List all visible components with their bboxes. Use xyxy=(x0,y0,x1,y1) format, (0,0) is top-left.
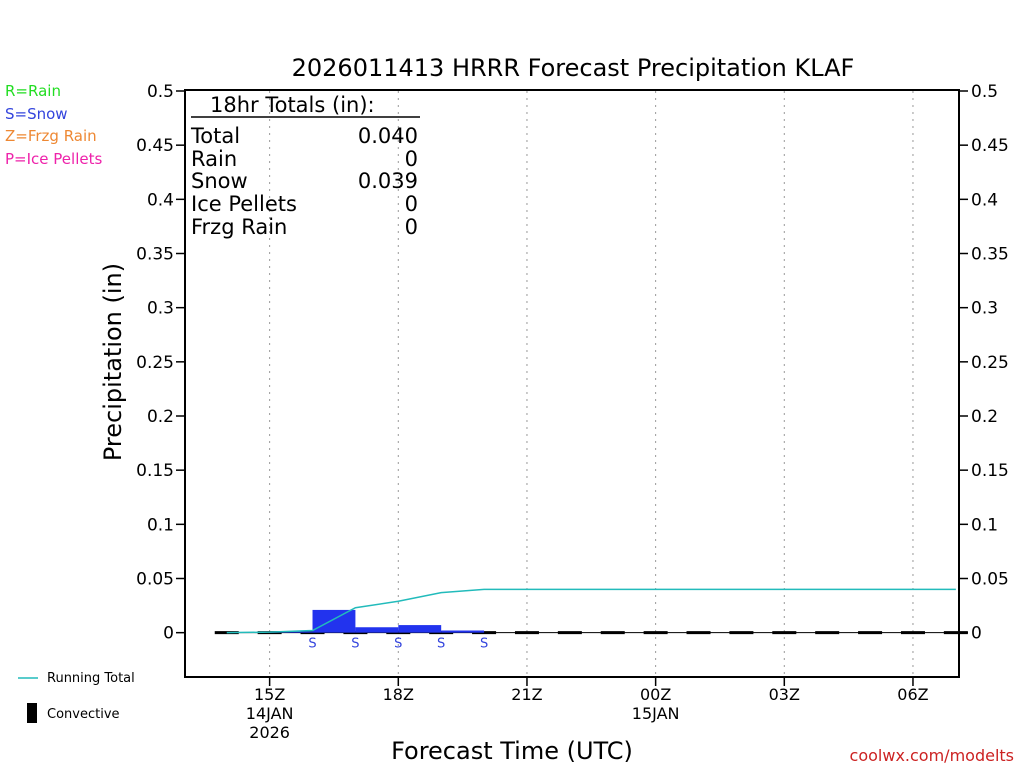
totals-label-rain: Rain xyxy=(191,147,237,171)
precip-type-label-0: S xyxy=(308,637,316,652)
totals-label-frzg-rain: Frzg Rain xyxy=(191,215,287,239)
precip-bar-0 xyxy=(269,631,313,633)
y-tick-label-right-1: 0.05 xyxy=(971,570,1009,590)
totals-label-snow: Snow xyxy=(191,169,248,193)
y-tick-label-left-6: 0.3 xyxy=(147,299,174,319)
y-tick-label-left-8: 0.4 xyxy=(147,190,174,210)
totals-value-frzg-rain: 0 xyxy=(405,215,418,239)
running-total-line xyxy=(226,588,956,634)
y-tick-label-left-4: 0.2 xyxy=(147,407,174,427)
precip-type-legend: R=Rain S=Snow Z=Frzg Rain P=Ice Pellets xyxy=(5,82,102,168)
precip-bar-2 xyxy=(355,627,399,633)
y-tick-label-right-4: 0.2 xyxy=(971,407,998,427)
y-tick-label-right-10: 0.5 xyxy=(971,82,998,102)
y-tick-label-left-3: 0.15 xyxy=(136,461,174,481)
precip-type-label-3: S xyxy=(437,637,445,652)
legend-ice-pellets: P=Ice Pellets xyxy=(5,150,102,168)
x-tick-label-2-0: 21Z xyxy=(511,685,542,704)
precip-type-label-4: S xyxy=(480,637,488,652)
running-total-series xyxy=(226,588,956,634)
totals-value-ice-pellets: 0 xyxy=(405,192,418,216)
running-total-legend-label: Running Total xyxy=(47,671,135,686)
y-tick-label-right-3: 0.15 xyxy=(971,461,1009,481)
y-tick-label-left-5: 0.25 xyxy=(136,353,174,373)
credit-text: coolwx.com/modelts xyxy=(850,746,1014,765)
y-tick-label-left-9: 0.45 xyxy=(136,136,174,156)
y-tick-label-right-2: 0.1 xyxy=(971,515,998,535)
totals-value-total: 0.040 xyxy=(358,124,418,148)
y-tick-label-left-10: 0.5 xyxy=(147,82,174,102)
chart-title: 2026011413 HRRR Forecast Precipitation K… xyxy=(292,54,855,82)
x-tick-label-1-0: 18Z xyxy=(383,685,414,704)
y-tick-label-left-7: 0.35 xyxy=(136,245,174,265)
x-tick-label-0-0: 15Z xyxy=(254,685,285,704)
y-tick-label-right-6: 0.3 xyxy=(971,299,998,319)
y-axis-right: 0 0.05 0.1 0.15 0.2 0.25 0.3 0.35 0.4 0.45 0.5 xyxy=(959,82,1009,644)
totals-label-total: Total xyxy=(190,124,240,148)
x-tick-label-3-1: 15JAN xyxy=(632,704,680,723)
totals-label-ice-pellets: Ice Pellets xyxy=(191,192,297,216)
totals-header: 18hr Totals (in): xyxy=(210,93,375,117)
legend-frzg-rain: Z=Frzg Rain xyxy=(5,127,97,145)
y-tick-label-right-8: 0.4 xyxy=(971,190,998,210)
y-tick-label-right-0: 0 xyxy=(971,624,982,644)
convective-legend-label: Convective xyxy=(47,707,120,722)
y-tick-label-right-5: 0.25 xyxy=(971,353,1009,373)
precip-bar-1 xyxy=(312,609,356,633)
x-axis-label: Forecast Time (UTC) xyxy=(391,737,633,765)
y-tick-label-left-1: 0.05 xyxy=(136,570,174,590)
x-tick-label-0-1: 14JAN xyxy=(246,704,294,723)
x-tick-label-0-2: 2026 xyxy=(249,723,290,742)
x-tick-label-4-0: 03Z xyxy=(769,685,800,704)
precip-bar-3 xyxy=(398,625,442,633)
series-legend: Running Total Convective xyxy=(18,671,135,723)
y-tick-label-left-2: 0.1 xyxy=(147,515,174,535)
x-tick-label-3-0: 00Z xyxy=(640,685,671,704)
precip-bar-4 xyxy=(441,630,485,633)
totals-box: 18hr Totals (in): Total 0.040 Rain 0 Sno… xyxy=(190,93,420,239)
x-tick-label-5-0: 06Z xyxy=(897,685,928,704)
y-axis-label: Precipitation (in) xyxy=(99,263,127,461)
y-axis-left: 0 0.05 0.1 0.15 0.2 0.25 0.3 0.35 0.4 0.45 0.5 xyxy=(136,82,185,644)
precip-type-label-2: S xyxy=(394,637,402,652)
y-tick-label-left-0: 0 xyxy=(163,624,174,644)
totals-value-snow: 0.039 xyxy=(358,169,418,193)
convective-legend-swatch xyxy=(27,703,37,723)
legend-snow: S=Snow xyxy=(5,105,68,123)
y-tick-label-right-7: 0.35 xyxy=(971,245,1009,265)
legend-rain: R=Rain xyxy=(5,82,61,100)
totals-value-rain: 0 xyxy=(405,147,418,171)
y-tick-label-right-9: 0.45 xyxy=(971,136,1009,156)
plot-frame xyxy=(184,89,960,678)
precip-bars xyxy=(269,609,485,633)
precip-type-label-1: S xyxy=(351,637,359,652)
